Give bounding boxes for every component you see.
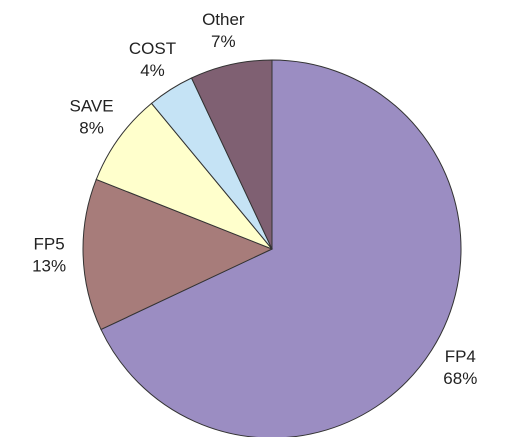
slice-label: FP4 [445, 347, 476, 366]
pie-slice [100, 59, 462, 437]
slice-value-label: 68% [443, 369, 477, 388]
slice-value-label: 8% [79, 118, 104, 137]
slice-value-label: 4% [140, 61, 165, 80]
pie-slice [190, 59, 273, 250]
slice-label: Other [202, 10, 245, 29]
pie-slice [82, 178, 274, 331]
pie-slice [95, 102, 273, 250]
slice-label: COST [129, 39, 176, 58]
slice-value-label: 13% [32, 256, 66, 275]
slice-value-label: 7% [211, 32, 236, 51]
slice-label: SAVE [70, 96, 114, 115]
slice-label: FP5 [33, 234, 64, 253]
